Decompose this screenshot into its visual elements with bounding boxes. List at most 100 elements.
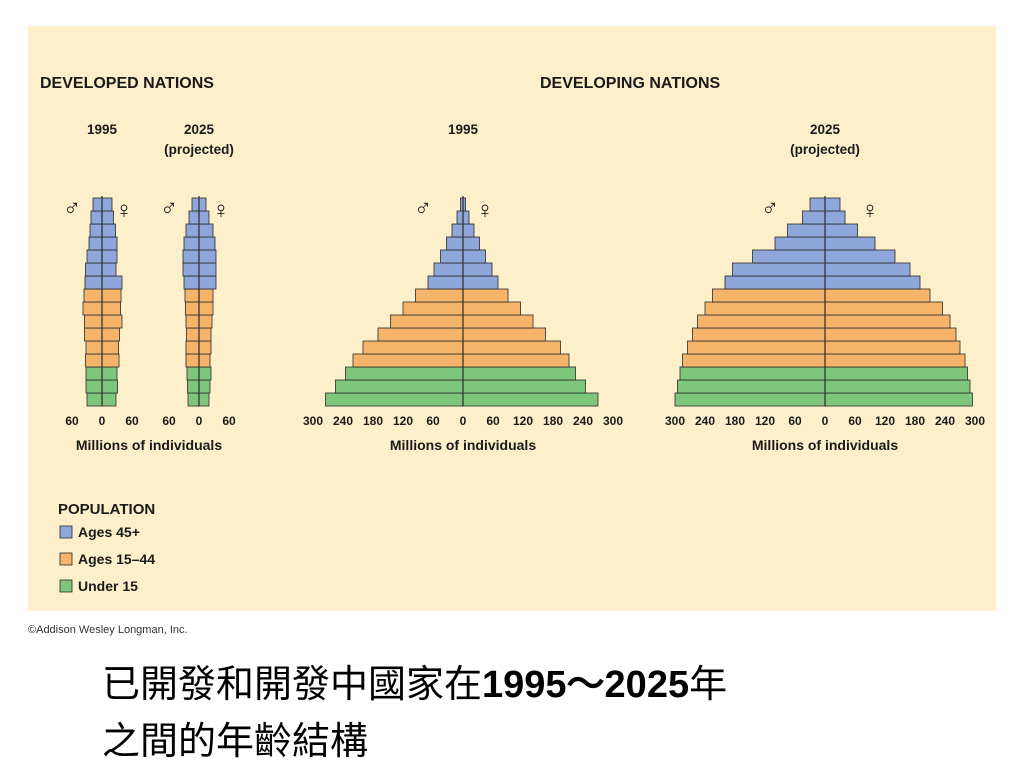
tick-label: 180 [543,414,563,428]
slide-caption: 已開發和開發中國家在1995～2025年 之間的年齡結構 [102,656,982,769]
bar-female [824,288,931,303]
bar-female [462,262,493,277]
bar-male [182,249,200,264]
bar-female [101,275,123,290]
year-label: 1995 [87,122,118,137]
caption-line-2: 之間的年齡結構 [102,719,369,763]
bar-male [352,353,464,368]
bar-female [101,262,117,277]
male-symbol-icon: ♂ [63,195,81,222]
tick-label: 60 [486,414,500,428]
bar-male [325,392,464,407]
bar-male [186,366,200,381]
bar-female [198,392,210,407]
bar-female [824,236,876,251]
bar-female [198,223,214,238]
bar-female [198,197,207,212]
male-symbol-icon: ♂ [160,195,178,222]
bar-male [677,379,826,394]
bar-female [462,210,470,225]
tick-label: 60 [222,414,236,428]
bar-male [84,327,103,342]
caption-text-a: 已開發和開發中國家在 [102,662,483,706]
legend-title: POPULATION [58,501,155,518]
tick-label: 180 [725,414,745,428]
bar-male [724,275,826,290]
tick-label: 0 [99,414,106,428]
bar-male [183,236,200,251]
bar-female [101,223,116,238]
bar-female [824,314,951,329]
bar-male [704,301,826,316]
tick-label: 120 [875,414,895,428]
bar-female [101,249,118,264]
tick-label: 180 [363,414,383,428]
bar-female [198,275,217,290]
bar-female [101,366,118,381]
legend-label-middle: Ages 15–44 [78,551,155,567]
tick-label: 0 [822,414,829,428]
legend-label-older: Ages 45+ [78,524,140,540]
bar-male [187,379,200,394]
female-symbol-icon: ♀ [861,197,879,224]
bar-female [824,249,896,264]
bar-male [84,314,103,329]
bar-female [101,197,113,212]
tick-label: 120 [755,414,775,428]
projected-label: (projected) [790,142,860,157]
bar-female [101,340,119,355]
tick-label: 60 [162,414,176,428]
x-axis-label: Millions of individuals [390,437,536,453]
bar-female [462,366,576,381]
bar-female [198,379,211,394]
developing-heading: DEVELOPING NATIONS [540,75,720,92]
bar-female [198,262,217,277]
bar-male [802,210,826,225]
bar-female [824,327,957,342]
bar-female [198,210,210,225]
bar-female [198,327,212,342]
bar-male [85,340,103,355]
tick-label: 240 [333,414,353,428]
year-label: 1995 [448,122,479,137]
bar-male [732,262,826,277]
bar-male [185,314,200,329]
bar-male [345,366,464,381]
tick-label: 60 [788,414,802,428]
bar-male [82,301,103,316]
bar-male [182,262,200,277]
bar-male [84,275,103,290]
bar-male [697,314,826,329]
bar-female [101,379,118,394]
bar-female [101,236,118,251]
bar-male [335,379,464,394]
bar-male [85,366,103,381]
bar-female [824,366,968,381]
year-label: 2025 [184,122,215,137]
bar-male [674,392,826,407]
bar-female [198,366,212,381]
bar-female [462,236,480,251]
male-symbol-icon: ♂ [414,195,432,222]
tick-label: 300 [965,414,985,428]
bar-female [824,262,911,277]
bar-female [462,340,561,355]
bar-male [446,236,464,251]
bar-female [101,353,120,368]
tick-label: 120 [513,414,533,428]
tick-label: 0 [196,414,203,428]
female-symbol-icon: ♀ [115,197,133,224]
year-label: 2025 [810,122,841,137]
bar-male [89,223,103,238]
bar-female [101,314,123,329]
bar-male [86,249,103,264]
bar-female [462,288,509,303]
bar-male [362,340,464,355]
bar-male [88,236,103,251]
bar-male [186,327,200,342]
bar-male [787,223,826,238]
male-symbol-icon: ♂ [761,195,779,222]
bar-male [440,249,464,264]
tick-label: 240 [695,414,715,428]
tick-label: 300 [303,414,323,428]
